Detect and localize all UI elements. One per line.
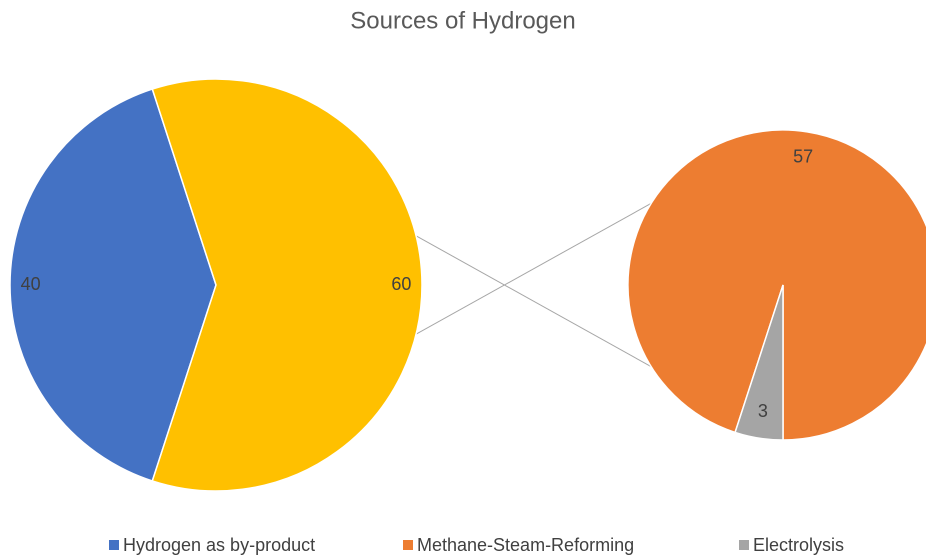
pie-slice [627, 129, 926, 441]
data-label: 60 [391, 274, 411, 294]
data-label: 40 [21, 274, 41, 294]
chart-title: Sources of Hydrogen [350, 7, 575, 34]
legend-swatch [109, 540, 119, 550]
data-label: 3 [758, 401, 768, 421]
legend-swatch [403, 540, 413, 550]
legend-label: Methane-Steam-Reforming [417, 535, 634, 555]
pie-slice [9, 88, 217, 482]
legend-label: Hydrogen as by-product [123, 535, 315, 555]
legend-swatch [739, 540, 749, 550]
data-label: 57 [793, 147, 813, 167]
pie-slice [734, 284, 784, 441]
legend-label: Electrolysis [753, 535, 844, 555]
pie-slice [151, 78, 423, 492]
